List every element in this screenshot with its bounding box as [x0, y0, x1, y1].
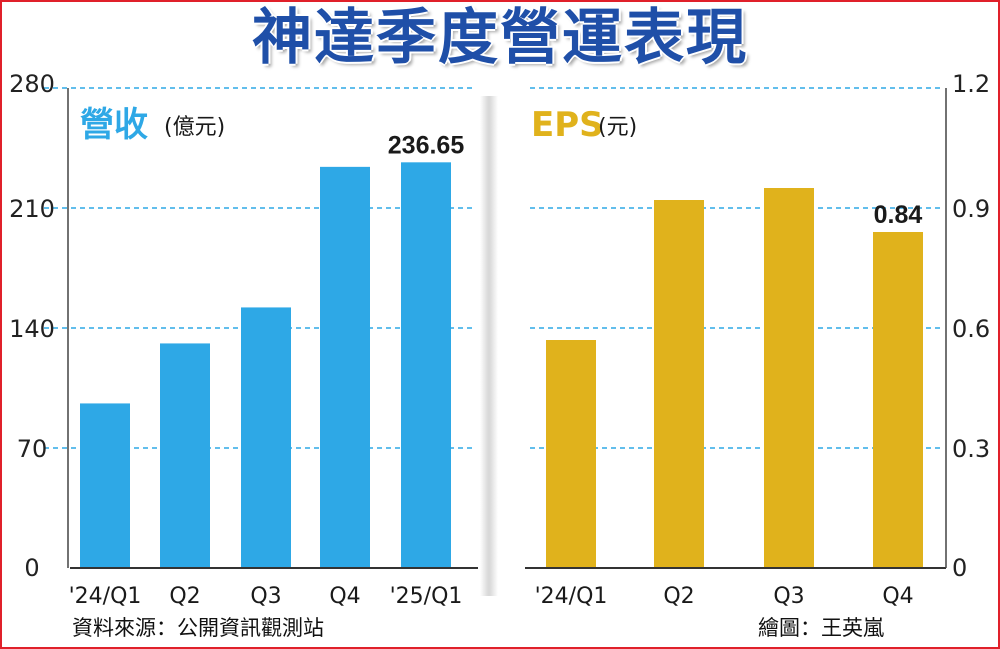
credit-note: 繪圖：王英嵐	[758, 616, 884, 640]
revenue-panel: 0 70 140 210 280 236.65 '24/Q1 Q2 Q3 Q4 '25/Q1 營收 (億…	[9, 70, 478, 609]
bar-3	[241, 307, 291, 568]
y-tick-label: 0.6	[952, 315, 990, 343]
y-tick-label: 70	[17, 435, 48, 463]
y-tick-label: 0.9	[952, 195, 990, 223]
y-tick-label: 210	[9, 195, 55, 223]
bar-1	[546, 340, 596, 568]
x-tick-label: '24/Q1	[69, 584, 142, 609]
x-tick-label: '24/Q1	[535, 584, 608, 609]
y-tick-label: 0.3	[952, 435, 990, 463]
data-label: 236.65	[388, 131, 465, 159]
x-tick-label: Q2	[169, 584, 200, 609]
chart-title: 神達季度營運表現	[252, 3, 748, 73]
y-tick-label: 1.2	[952, 70, 990, 98]
source-note: 資料來源：公開資訊觀測站	[72, 616, 324, 640]
bar-5	[401, 162, 451, 569]
x-tick-label: Q3	[250, 584, 281, 609]
bar-3	[764, 188, 814, 568]
panel-title: 營收	[80, 105, 148, 145]
y-tick-label: 0	[24, 554, 39, 582]
bar-4	[320, 166, 370, 568]
panel-title: EPS	[531, 105, 604, 145]
y-tick-label: 280	[9, 70, 55, 98]
y-tick-label: 140	[9, 315, 55, 343]
panel-unit: (元)	[598, 115, 637, 140]
bar-4	[873, 232, 923, 568]
bar-1	[80, 403, 130, 568]
panel-divider	[480, 96, 498, 596]
y-tick-label: 0	[952, 554, 967, 582]
bar-2	[160, 343, 210, 568]
eps-panel: 0 0.3 0.6 0.9 1.2 0.84 '24/Q1 Q2 Q3 Q4 EPS(元)	[525, 70, 990, 609]
x-tick-label: '25/Q1	[390, 584, 463, 609]
bar-2	[654, 200, 704, 568]
x-tick-label: Q3	[773, 584, 804, 609]
data-label: 0.84	[874, 201, 923, 229]
x-tick-label: Q4	[329, 584, 360, 609]
x-tick-label: Q4	[882, 584, 913, 609]
panel-unit: (億元)	[164, 115, 225, 140]
x-tick-label: Q2	[663, 584, 694, 609]
